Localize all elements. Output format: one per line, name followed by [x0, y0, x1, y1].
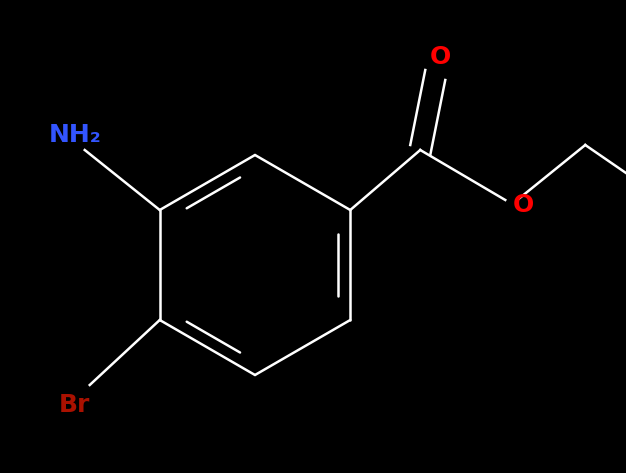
Text: Br: Br: [59, 393, 90, 417]
Text: O: O: [429, 45, 451, 69]
Text: NH₂: NH₂: [48, 123, 101, 147]
Text: O: O: [513, 193, 534, 217]
